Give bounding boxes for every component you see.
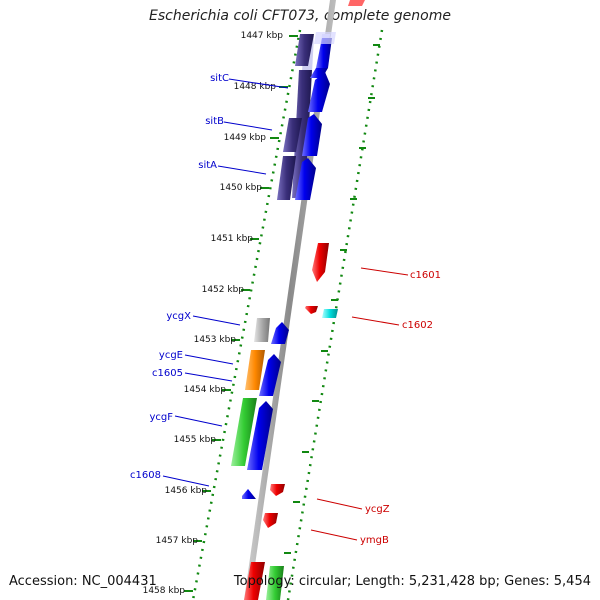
tick-label-1456: 1456 kbp bbox=[165, 486, 208, 496]
map-title: Escherichia coli CFT073, complete genome bbox=[149, 8, 451, 24]
gene-label-ycgX[interactable]: ycgX bbox=[166, 311, 191, 322]
genome-summary: Topology: circular; Length: 5,231,428 bp… bbox=[233, 574, 591, 589]
gene-label-ycgF[interactable]: ycgF bbox=[149, 412, 173, 423]
gene-label-sitB[interactable]: sitB bbox=[205, 116, 224, 127]
tick-label-1451: 1451 kbp bbox=[211, 234, 254, 244]
cds-ycgX bbox=[271, 322, 289, 344]
feature-misc bbox=[322, 309, 338, 318]
cds-ymgB bbox=[263, 513, 278, 528]
cds-c1602 bbox=[305, 306, 318, 314]
feature-rrna-bottom bbox=[266, 566, 284, 600]
feature-rrna bbox=[231, 398, 257, 466]
gene-label-c1608[interactable]: c1608 bbox=[130, 470, 161, 481]
gene-label-sitC[interactable]: sitC bbox=[210, 73, 229, 84]
scale-track-left bbox=[191, 29, 302, 600]
tick-label-1449: 1449 kbp bbox=[224, 133, 267, 143]
feature-trna bbox=[245, 350, 265, 390]
forward-cds bbox=[242, 34, 332, 499]
tick-label-1454: 1454 kbp bbox=[184, 385, 227, 395]
gene-label-ymgB[interactable]: ymgB bbox=[360, 535, 389, 546]
gene-label-c1602[interactable]: c1602 bbox=[402, 320, 433, 331]
tick-label-1452: 1452 kbp bbox=[202, 285, 245, 295]
gene-label-sitA[interactable]: sitA bbox=[198, 160, 217, 171]
cds-c1608 bbox=[242, 489, 256, 499]
cds-ycgE bbox=[259, 354, 281, 396]
feature-top-right bbox=[348, 0, 365, 6]
tick-label-1448: 1448 kbp bbox=[234, 82, 277, 92]
gene-label-ycgE[interactable]: ycgE bbox=[159, 350, 183, 361]
gene-label-ycgZ[interactable]: ycgZ bbox=[365, 504, 390, 515]
tick-label-1450: 1450 kbp bbox=[220, 183, 263, 193]
feature-ycgX-rna bbox=[254, 318, 270, 342]
operon-features bbox=[277, 34, 314, 200]
cds-ycgF bbox=[247, 401, 273, 470]
cds-bottom bbox=[244, 562, 265, 600]
cds-c1601 bbox=[312, 243, 329, 282]
rna-features bbox=[231, 0, 365, 600]
cds-sitC-body bbox=[316, 38, 332, 68]
gene-label-c1605[interactable]: c1605 bbox=[152, 368, 183, 379]
scale-ticks bbox=[184, 35, 380, 592]
tick-label-1453: 1453 kbp bbox=[194, 335, 237, 345]
reverse-cds bbox=[244, 243, 329, 600]
gene-label-c1601[interactable]: c1601 bbox=[410, 270, 441, 281]
forward-leaders bbox=[162, 78, 289, 487]
accession-text: Accession: NC_004431 bbox=[9, 574, 157, 589]
tick-label-1455: 1455 kbp bbox=[174, 435, 217, 445]
tick-label-1447: 1447 kbp bbox=[241, 31, 284, 41]
tick-label-1458: 1458 kbp bbox=[143, 586, 186, 596]
cds-ycgZ bbox=[270, 484, 285, 496]
tick-label-1457: 1457 kbp bbox=[156, 536, 199, 546]
reverse-leaders bbox=[310, 267, 409, 541]
